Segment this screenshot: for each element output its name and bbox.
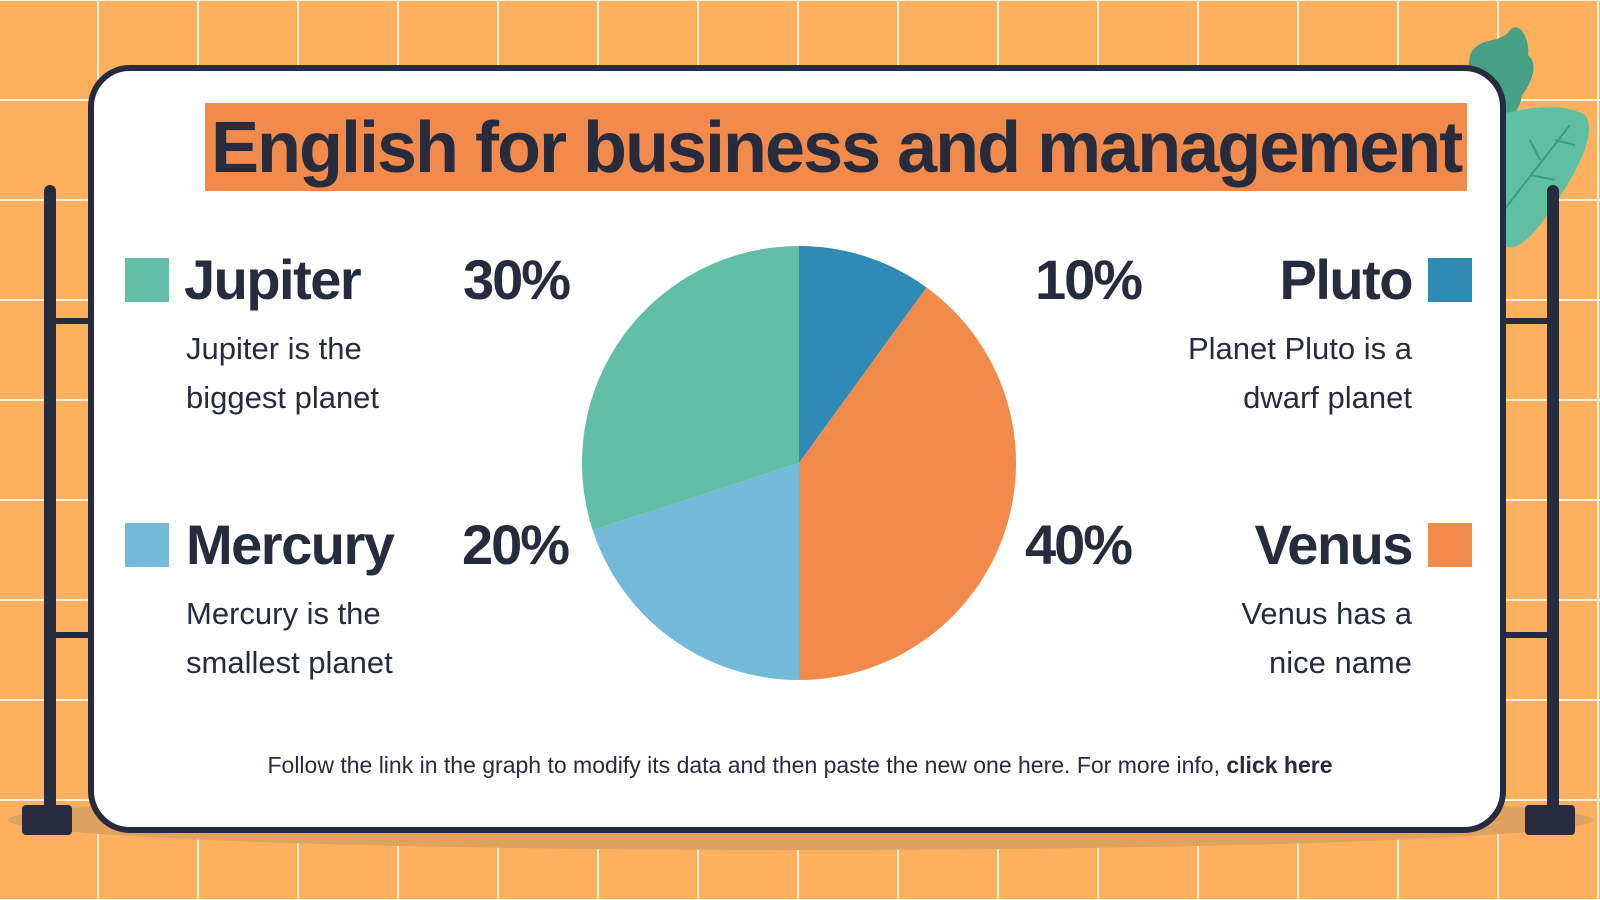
venus-desc-2: nice name — [1268, 645, 1412, 680]
pluto-swatch — [1428, 258, 1472, 302]
venus-percent: 40% — [1025, 513, 1133, 576]
left-foot — [22, 805, 72, 835]
mercury-label: Mercury — [186, 513, 395, 576]
right-foot — [1525, 805, 1575, 835]
left-rail-top — [48, 318, 93, 324]
click-here-link[interactable]: click here — [1226, 752, 1333, 778]
jupiter-label: Jupiter — [184, 248, 362, 311]
footer-text: Follow the link in the graph to modify i… — [267, 752, 1227, 778]
left-rail-bottom — [48, 632, 93, 638]
mercury-desc-1: Mercury is the — [186, 596, 381, 631]
pie-slice-pluto[interactable] — [799, 246, 927, 463]
footer-note: Follow the link in the graph to modify i… — [0, 752, 1600, 779]
pie-chart[interactable] — [582, 246, 1016, 680]
jupiter-percent: 30% — [463, 248, 571, 311]
pluto-percent: 10% — [1035, 248, 1143, 311]
pluto-desc-1: Planet Pluto is a — [1187, 331, 1412, 366]
right-rail-bottom — [1505, 632, 1550, 638]
jupiter-desc-2: biggest planet — [186, 380, 380, 415]
jupiter-swatch — [125, 258, 169, 302]
mercury-swatch — [125, 523, 169, 567]
left-pole — [44, 185, 56, 825]
mercury-percent: 20% — [462, 513, 570, 576]
pluto-desc-2: dwarf planet — [1243, 380, 1412, 415]
right-pole — [1547, 185, 1559, 825]
page-title: English for business and management — [205, 103, 1468, 191]
jupiter-desc-1: Jupiter is the — [186, 331, 362, 366]
venus-swatch — [1428, 523, 1472, 567]
mercury-desc-2: smallest planet — [186, 645, 393, 680]
pluto-label: Pluto — [1279, 248, 1414, 311]
venus-label: Venus — [1254, 513, 1414, 576]
pie-slice-venus[interactable] — [799, 287, 1016, 680]
pie-slice-jupiter[interactable] — [582, 246, 799, 531]
pie-slice-mercury[interactable] — [592, 463, 799, 680]
right-rail-top — [1505, 318, 1550, 324]
venus-desc-1: Venus has a — [1241, 596, 1412, 631]
